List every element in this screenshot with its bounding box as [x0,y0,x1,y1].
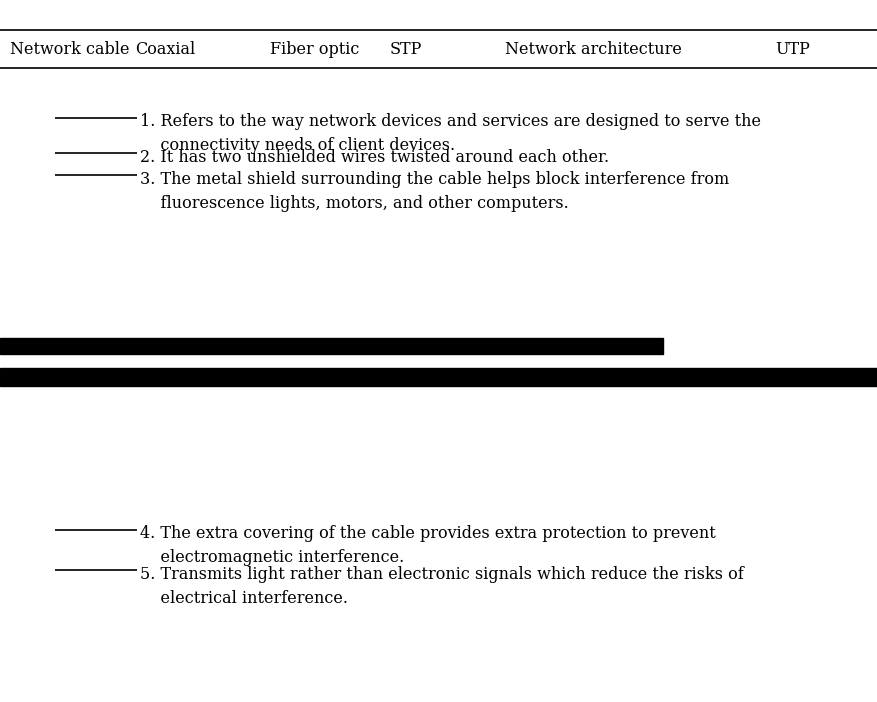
Text: UTP: UTP [774,41,809,58]
Text: 2. It has two unshielded wires twisted around each other.: 2. It has two unshielded wires twisted a… [139,149,609,166]
Text: Network architecture: Network architecture [504,41,681,58]
Text: 3. The metal shield surrounding the cable helps block interference from
    fluo: 3. The metal shield surrounding the cabl… [139,171,729,212]
Bar [0,368,877,386]
Text: Fiber optic: Fiber optic [270,41,359,58]
Text: 5. Transmits light rather than electronic signals which reduce the risks of
    : 5. Transmits light rather than electroni… [139,566,743,607]
Text: STP: STP [389,41,422,58]
Text: 4. The extra covering of the cable provides extra protection to prevent
    elec: 4. The extra covering of the cable provi… [139,525,715,566]
Text: Network cable: Network cable [10,41,129,58]
Bar [0,338,662,354]
Text: 1. Refers to the way network devices and services are designed to serve the
    : 1. Refers to the way network devices and… [139,113,760,154]
Text: Coaxial: Coaxial [135,41,195,58]
